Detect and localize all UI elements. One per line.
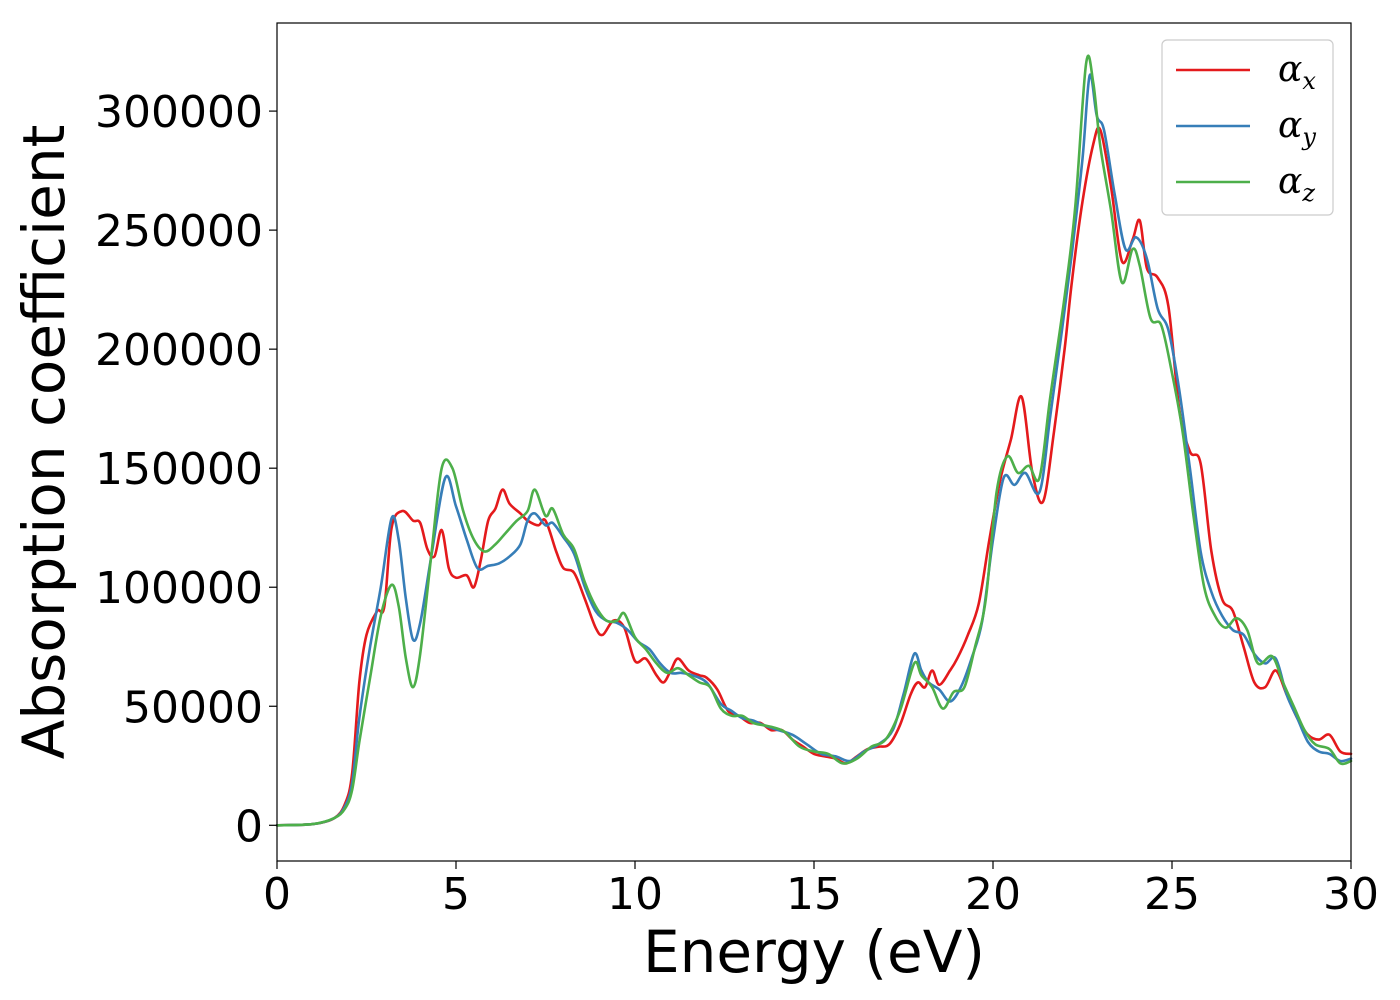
plot-lines <box>275 54 1353 827</box>
x-tick-label: 15 <box>786 869 842 920</box>
x-tick-label: 30 <box>1323 869 1379 920</box>
y-tick-label: 150000 <box>95 444 263 495</box>
y-tick-label: 100000 <box>95 563 263 614</box>
x-tick-label: 25 <box>1144 869 1200 920</box>
legend-label-z: αz <box>1278 161 1315 207</box>
legend-label-x: αx <box>1278 49 1316 95</box>
x-tick-label: 10 <box>607 869 663 920</box>
y-tick-label: 200000 <box>95 325 263 376</box>
series-line-z <box>275 54 1353 827</box>
x-tick-label: 20 <box>965 869 1021 920</box>
y-tick-label: 50000 <box>123 682 263 733</box>
y-tick-label: 300000 <box>95 87 263 138</box>
series-line-y <box>275 73 1353 827</box>
legend-label-y: αy <box>1278 105 1316 151</box>
x-axis-ticks: 0 5 10 15 20 25 30 <box>263 861 1379 920</box>
y-axis-ticks: 0 50000 100000 150000 200000 250000 300000 <box>95 87 277 852</box>
legend: αx αy αz <box>1161 39 1334 216</box>
x-axis-label: Energy (eV) <box>643 918 985 986</box>
y-tick-label: 0 <box>235 801 263 852</box>
legend-box <box>1161 39 1334 216</box>
x-tick-label: 5 <box>442 869 470 920</box>
y-axis-label: Absorption coefficient <box>10 125 78 760</box>
y-tick-label: 250000 <box>95 206 263 257</box>
x-tick-label: 0 <box>263 869 291 920</box>
